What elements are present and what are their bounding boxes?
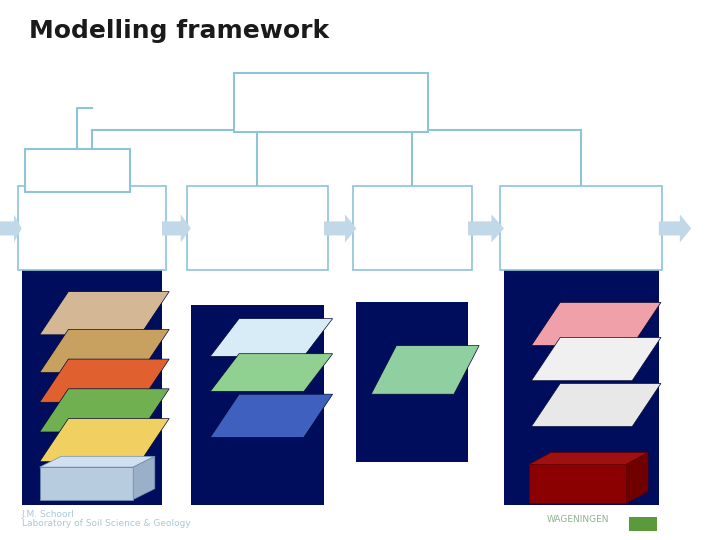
Text: Modelling framework: Modelling framework (29, 19, 329, 43)
Polygon shape (40, 456, 155, 467)
Polygon shape (626, 453, 648, 503)
Polygon shape (659, 214, 691, 242)
Bar (191, 305, 324, 505)
Text: Laboratory of Soil Science & Geology: Laboratory of Soil Science & Geology (22, 519, 190, 528)
FancyBboxPatch shape (25, 148, 130, 192)
Polygon shape (531, 383, 661, 427)
Polygon shape (372, 346, 480, 394)
Bar (22, 267, 162, 505)
Polygon shape (531, 302, 661, 346)
FancyBboxPatch shape (353, 186, 472, 270)
Polygon shape (529, 464, 626, 503)
Polygon shape (40, 292, 169, 335)
FancyBboxPatch shape (629, 517, 657, 531)
Polygon shape (210, 354, 333, 391)
Text: LAPSUS model: LAPSUS model (289, 96, 374, 109)
Polygon shape (40, 418, 169, 462)
Text: Run-on
Run-off: Run-on Run-off (365, 194, 402, 219)
Bar (504, 267, 659, 505)
Polygon shape (468, 214, 504, 242)
Text: Landuse
Geology
Soil type
Soil depth
DEM: Landuse Geology Soil type Soil depth DEM (30, 194, 83, 262)
FancyBboxPatch shape (234, 73, 428, 132)
Bar (356, 302, 468, 462)
Polygon shape (162, 214, 191, 242)
Polygon shape (0, 214, 22, 242)
Text: Erosion
Deposition
changed DEM: Erosion Deposition changed DEM (513, 194, 584, 233)
Polygon shape (40, 359, 169, 402)
FancyBboxPatch shape (187, 186, 328, 270)
Polygon shape (210, 319, 333, 356)
FancyBboxPatch shape (18, 186, 166, 270)
Polygon shape (40, 467, 133, 500)
Polygon shape (324, 214, 356, 242)
Polygon shape (529, 453, 648, 464)
Text: Scenarios: Scenarios (49, 164, 106, 177)
Text: WAGENINGEN: WAGENINGEN (547, 515, 610, 524)
Polygon shape (210, 394, 333, 437)
Polygon shape (40, 329, 169, 373)
Polygon shape (133, 456, 155, 500)
FancyBboxPatch shape (500, 186, 662, 270)
Polygon shape (531, 338, 661, 381)
Text: Rainfall
Erodibility
Infiltration: Rainfall Erodibility Infiltration (199, 194, 254, 233)
Polygon shape (40, 389, 169, 432)
Text: UR: UR (636, 520, 649, 529)
Text: J.M. Schoorl: J.M. Schoorl (22, 510, 74, 519)
